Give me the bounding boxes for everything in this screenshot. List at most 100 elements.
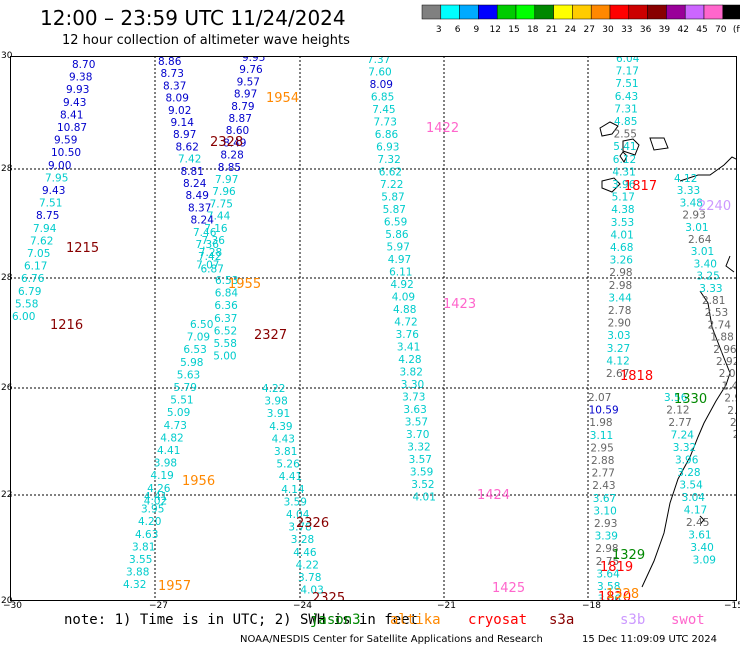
wave-height-value: 8.49	[223, 137, 246, 149]
colorbar-swatch	[572, 4, 592, 20]
note-text: note: 1) Time is in UTC; 2) SWH is in fe…	[64, 612, 419, 628]
wave-height-value: 3.25	[696, 271, 719, 283]
wave-height-value: 6.50	[190, 319, 213, 331]
lon-label: −18	[582, 601, 601, 611]
colorbar-swatch	[459, 4, 479, 20]
wave-height-value: 3.11	[590, 430, 613, 442]
colorbar-swatch	[666, 4, 686, 20]
wave-height-value: 3.04	[682, 492, 706, 504]
wave-height-value: 7.17	[616, 66, 639, 78]
track-time-label: 1328	[606, 587, 639, 601]
colorbar-swatch	[647, 4, 667, 20]
wave-height-value: 3.48	[680, 197, 703, 209]
track-time-label: 1215	[66, 241, 99, 256]
wave-height-value: 5.17	[612, 192, 635, 204]
wave-height-value: 4.63	[135, 529, 158, 541]
wave-height-value: 3.32	[673, 442, 696, 454]
wave-height-value: 2.77	[592, 468, 615, 480]
wave-height-value: 8.37	[188, 202, 211, 214]
wave-height-value: 7.42	[198, 251, 221, 263]
wave-height-value: 9.02	[168, 105, 191, 117]
colorbar-label: 33	[621, 25, 632, 35]
wave-height-value: 4.19	[150, 470, 173, 482]
wave-height-value: 5.09	[167, 407, 190, 419]
wave-height-value: 9.00	[48, 160, 71, 172]
colorbar-label: 36	[640, 25, 652, 35]
wave-height-value: 3.59	[284, 496, 307, 508]
wave-height-value: 6.87	[201, 263, 224, 275]
wave-height-value: 8.85	[218, 162, 241, 174]
wave-height-value: 6.53	[215, 275, 238, 287]
wave-height-value: 3.73	[402, 392, 425, 404]
wave-height-value: 3.78	[298, 572, 321, 584]
colorbar-swatch	[609, 4, 630, 20]
wave-height-value: 2.77	[668, 417, 691, 429]
wave-height-value: 3.67	[593, 493, 616, 505]
lat-label: 28	[1, 164, 13, 174]
wave-height-value: 3.64	[596, 568, 620, 580]
wave-height-value: 3.98	[154, 458, 177, 470]
colorbar-label: 24	[565, 25, 577, 35]
track-time-label: 1955	[228, 277, 261, 292]
wave-height-value: 9.43	[63, 97, 86, 109]
colorbar-label: 21	[546, 25, 557, 35]
wave-height-value: 7.96	[212, 186, 236, 198]
wave-height-value: 9.57	[237, 76, 260, 88]
wave-height-value: 3.10	[593, 505, 616, 517]
colorbar-swatch	[496, 4, 517, 20]
wave-height-value: 7.97	[215, 174, 238, 186]
colorbar-swatch	[684, 4, 705, 20]
lat-label: 26	[1, 383, 13, 393]
wave-height-value: 7.46	[193, 227, 217, 239]
wave-height-value: 3.57	[405, 417, 428, 429]
wave-height-value: 3.58	[597, 581, 620, 593]
wave-height-value: 4.41	[279, 471, 302, 483]
wave-height-value: 3.06	[598, 594, 622, 601]
wave-height-value: 8.60	[226, 125, 249, 137]
colorbar-swatch	[722, 4, 740, 20]
wave-height-value: 8.73	[161, 68, 184, 80]
lon-label: −15	[724, 601, 740, 611]
lat-label: 28	[1, 273, 13, 283]
track-time-label: 1330	[674, 392, 707, 407]
colorbar-label: 27	[583, 25, 594, 35]
wave-height-value: 7.09	[187, 332, 210, 344]
wave-height-value: 5.87	[381, 192, 404, 204]
wave-height-value: 4.73	[164, 420, 187, 432]
wave-height-value: 3.70	[406, 429, 429, 441]
track-time-label: 2327	[254, 328, 287, 343]
track-time-label: 1425	[492, 581, 525, 596]
colorbar-swatch	[628, 4, 648, 20]
wave-height-value: 4.12	[606, 355, 629, 367]
wave-height-value: 8.75	[36, 210, 59, 222]
wave-height-value: 3.96	[612, 179, 636, 191]
wave-height-value: 6.59	[384, 217, 407, 229]
wave-height-value: 4.01	[610, 229, 633, 241]
wave-height-value: 7.36	[202, 235, 226, 247]
wave-height-value: 3.32	[407, 442, 430, 454]
wave-height-value: 3.63	[403, 404, 426, 416]
wave-height-value: 8.79	[231, 101, 254, 113]
wave-height-value: 2.95	[590, 442, 613, 454]
colorbar-label: 42	[677, 25, 688, 35]
colorbar-swatch	[703, 4, 724, 20]
track-time-label: 1954	[266, 91, 299, 106]
wave-height-value: 3.52	[411, 479, 434, 491]
wave-height-value: 6.17	[24, 261, 47, 273]
wave-height-value: 3.01	[691, 246, 714, 258]
wave-height-value: 6.93	[376, 142, 399, 154]
wave-height-value: 8.24	[183, 178, 207, 190]
coastline	[599, 121, 737, 588]
track-time-label: 1216	[50, 318, 83, 333]
wave-height-value: 4.92	[390, 279, 413, 291]
colorbar-label: 9	[474, 25, 480, 35]
wave-height-value: 3.61	[688, 530, 711, 542]
footer-date: 15 Dec 11:09:09 UTC 2024	[582, 634, 717, 645]
track-time-label: 2326	[296, 516, 329, 531]
legend-s3a: s3a	[549, 612, 575, 628]
wave-height-value: 8.97	[173, 129, 196, 141]
wave-height-value: 5.41	[613, 141, 636, 153]
wave-height-value: 4.02	[144, 495, 167, 507]
colorbar-label: 30	[602, 25, 614, 35]
wave-height-value: 3.28	[291, 534, 314, 546]
